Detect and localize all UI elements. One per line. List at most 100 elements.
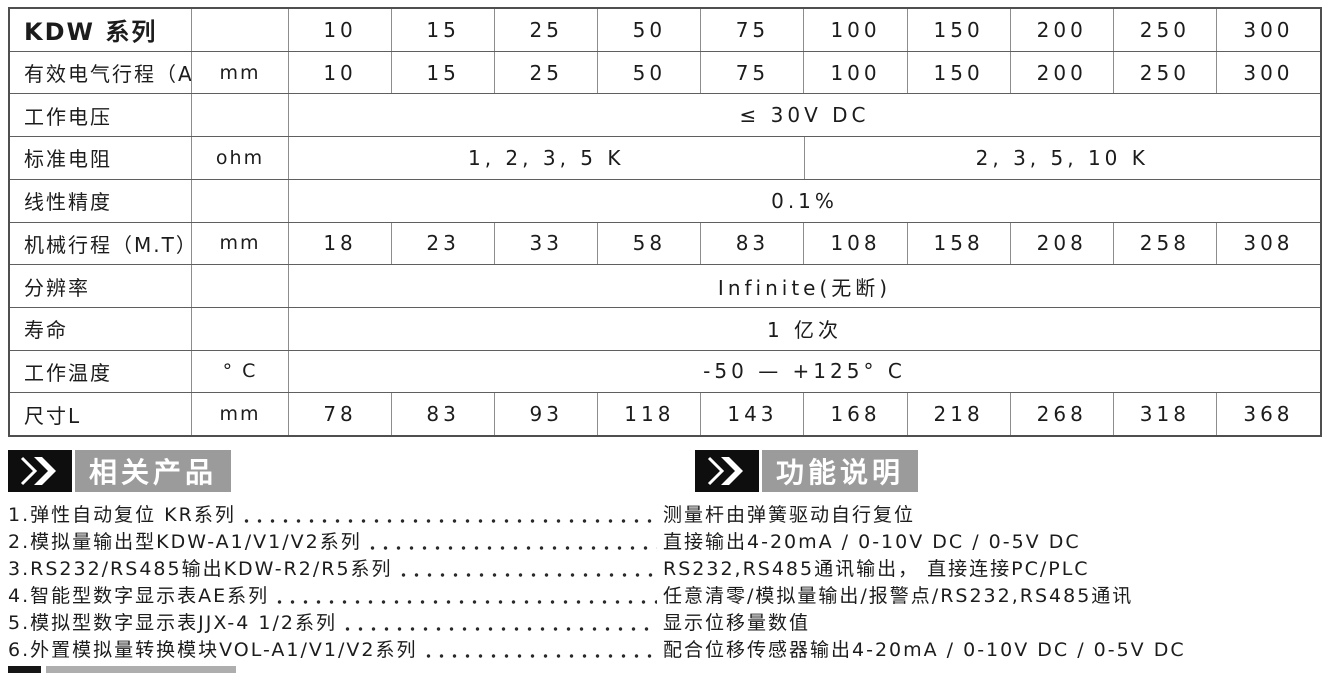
table-cell: 150 xyxy=(908,9,1011,51)
row-label: 寿命 xyxy=(10,307,192,350)
table-cell: 300 xyxy=(1243,60,1294,85)
table-cell: 258 xyxy=(1114,222,1217,265)
spec-item-left: 5.模拟型数字显示表JJX-4 1/2系列 xyxy=(8,610,663,637)
spec-item-name: 6.外置模拟量转换模块VOL-A1/V1/V2系列 xyxy=(8,639,418,661)
spec-item-left: 3.RS232/RS485输出KDW-R2/R5系列 xyxy=(8,556,663,583)
row-unit: mm xyxy=(192,393,289,436)
row-label: 有效电气行程（AE） xyxy=(10,51,192,94)
dotted-leader xyxy=(340,626,657,632)
dotted-leader xyxy=(396,572,657,578)
row-unit: mm xyxy=(192,51,289,94)
dotted-leader xyxy=(421,653,657,659)
row-label: 工作温度 xyxy=(10,350,192,393)
spec-item-name: 2.模拟量输出型KDW-A1/V1/V2系列 xyxy=(8,531,362,553)
spec-item-left: 4.智能型数字显示表AE系列 xyxy=(8,583,663,610)
table-row: 工作温度 ° C -50 — +125° C xyxy=(10,350,1320,394)
table-row: 标准电阻 ohm 1, 2, 3, 5 K 2, 3, 5, 10 K xyxy=(10,137,1320,180)
spec-list-item: 6.外置模拟量转换模块VOL-A1/V1/V2系列 配合位移传感器输出4-20mA… xyxy=(8,637,1322,664)
spec-item-name: 5.模拟型数字显示表JJX-4 1/2系列 xyxy=(8,612,337,634)
row-unit: mm xyxy=(192,222,289,265)
table-cell: 100 xyxy=(804,9,908,51)
table-span-cell: 1, 2, 3, 5 K xyxy=(289,137,805,179)
table-cell: 100 xyxy=(804,51,908,94)
table-span-cell: -50 — +125° C xyxy=(703,359,906,384)
table-cell: 10 xyxy=(289,9,393,51)
table-cell: 200 xyxy=(1011,51,1114,94)
table-cell: 18 xyxy=(289,222,393,265)
table-row: KDW 系列 10 15 25 50 75 100 150 200 250 300 xyxy=(10,9,1320,52)
row-unit: ohm xyxy=(192,137,289,179)
table-cell: 58 xyxy=(598,222,702,265)
row-unit xyxy=(192,94,289,137)
table-cell: 268 xyxy=(1011,393,1114,436)
table-cell: 118 xyxy=(598,393,702,436)
row-label: 分辨率 xyxy=(10,265,192,307)
spec-item-description: 直接输出4-20mA / 0-10V DC / 0-5V DC xyxy=(663,531,1081,553)
dotted-leader xyxy=(365,545,657,551)
spec-item-left: 1.弹性自动复位 KR系列 xyxy=(8,502,663,529)
row-unit xyxy=(192,9,289,51)
spec-item-left: 6.外置模拟量转换模块VOL-A1/V1/V2系列 xyxy=(8,637,663,664)
table-cell: 250 xyxy=(1114,51,1217,94)
spec-list-item: 4.智能型数字显示表AE系列 任意清零/模拟量输出/报警点/RS232,RS485… xyxy=(8,583,1322,610)
spec-item-description: RS232,RS485通讯输出， 直接连接PC/PLC xyxy=(663,558,1090,580)
table-cell: 200 xyxy=(1011,9,1114,51)
row-label: 线性精度 xyxy=(10,179,192,222)
spec-list-item: 1.弹性自动复位 KR系列 测量杆由弹簧驱动自行复位 xyxy=(8,502,1322,529)
table-cell: 108 xyxy=(804,222,908,265)
cutoff-badge xyxy=(8,666,236,673)
badge-chevron-box xyxy=(8,450,72,492)
row-unit xyxy=(192,307,289,350)
table-row: 尺寸L mm 78 83 93 118 143 168 218 268 318 368 xyxy=(10,393,1320,436)
dotted-leader xyxy=(239,518,657,524)
table-cell: 143 xyxy=(701,393,805,436)
table-cell: 75 xyxy=(701,51,805,94)
row-unit xyxy=(192,179,289,222)
row-label: 工作电压 xyxy=(10,94,192,137)
table-cell: 15 xyxy=(392,9,496,51)
row-label: 尺寸L xyxy=(10,393,192,436)
dotted-leader xyxy=(273,599,657,605)
table-row: 工作电压 ≤ 30V DC xyxy=(10,94,1320,138)
row-unit xyxy=(192,265,289,307)
table-cell: 10 xyxy=(289,51,393,94)
row-label: 机械行程（M.T） xyxy=(10,222,192,265)
table-cell: 318 xyxy=(1114,393,1217,436)
table-cell: 50 xyxy=(598,51,702,94)
table-cell: 308 xyxy=(1243,231,1294,256)
double-chevron-icon xyxy=(707,456,743,486)
table-cell: 75 xyxy=(701,9,805,51)
spec-item-left: 2.模拟量输出型KDW-A1/V1/V2系列 xyxy=(8,529,663,556)
table-span-cell: 0.1% xyxy=(771,188,838,213)
spec-item-description: 任意清零/模拟量输出/报警点/RS232,RS485通讯 xyxy=(663,585,1134,607)
table-row: 线性精度 0.1% xyxy=(10,179,1320,223)
function-description-title: 功能说明 xyxy=(762,450,919,492)
spec-item-name: 4.智能型数字显示表AE系列 xyxy=(8,585,270,607)
table-span-cell: ≤ 30V DC xyxy=(739,103,870,128)
spec-item-description: 显示位移量数值 xyxy=(663,612,811,634)
spec-list-item: 5.模拟型数字显示表JJX-4 1/2系列 显示位移量数值 xyxy=(8,610,1322,637)
row-label: 标准电阻 xyxy=(10,137,192,179)
table-cell: 368 xyxy=(1243,402,1294,427)
spec-item-name: 3.RS232/RS485输出KDW-R2/R5系列 xyxy=(8,558,393,580)
table-span-cell: Infinite(无断) xyxy=(717,275,892,300)
related-products-badge: 相关产品 xyxy=(8,450,232,492)
table-cell: 15 xyxy=(392,51,496,94)
table-cell: 78 xyxy=(289,393,393,436)
table-cell: 250 xyxy=(1114,9,1217,51)
spec-list-item: 3.RS232/RS485输出KDW-R2/R5系列 RS232,RS485通讯输… xyxy=(8,556,1322,583)
table-row: 机械行程（M.T） mm 18 23 33 58 83 108 158 208 258 308 xyxy=(10,222,1320,266)
table-cell: 25 xyxy=(495,51,599,94)
double-chevron-icon xyxy=(20,456,56,486)
cutoff-badge-chevron-box xyxy=(8,666,41,673)
table-row: 分辨率 Infinite(无断) xyxy=(10,265,1320,308)
spec-table: KDW 系列1015255075100150200250300有效电气行程（AE… xyxy=(8,7,1322,437)
table-span-cell: 1 亿次 xyxy=(766,318,843,343)
table-cell: 25 xyxy=(495,9,599,51)
spec-item-name: 1.弹性自动复位 KR系列 xyxy=(8,504,236,526)
table-cell: 33 xyxy=(495,222,599,265)
cutoff-badge-gray-bar xyxy=(46,666,236,673)
badge-chevron-box xyxy=(695,450,759,492)
